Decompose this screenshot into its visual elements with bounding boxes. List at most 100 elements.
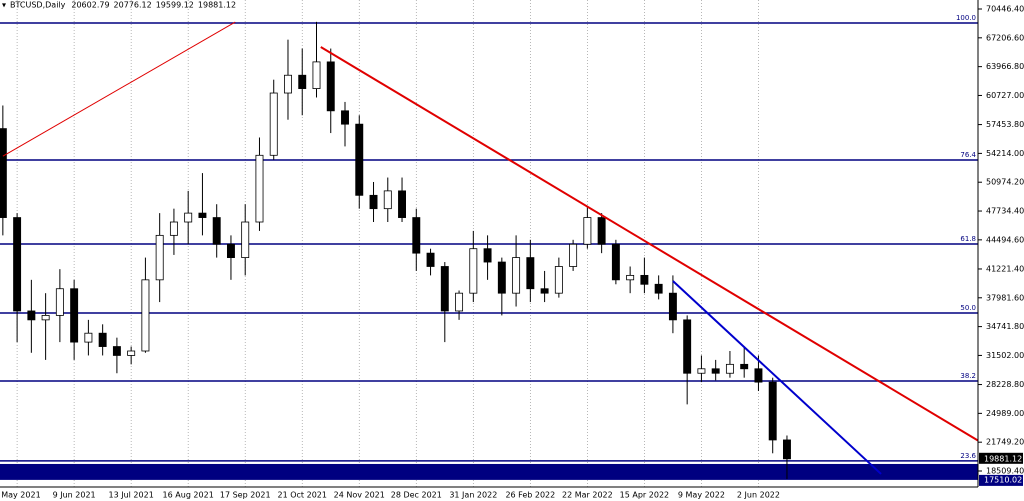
x-tick-label: 26 Feb 2022 (505, 491, 555, 500)
y-tick-label: 50974.20 (986, 178, 1024, 187)
candle-body (98, 332, 107, 347)
candle-body (226, 243, 235, 258)
y-tick-label: 41221.40 (986, 264, 1024, 273)
candle-body (41, 315, 50, 321)
candle-body (284, 74, 292, 94)
y-tick-label: 37981.60 (986, 293, 1024, 302)
fib-label: 61.8 (960, 235, 976, 243)
candle-body (497, 261, 506, 294)
candle-body (440, 266, 449, 312)
candle-body (355, 123, 364, 196)
candle-body (483, 248, 492, 263)
candle-body (526, 257, 535, 290)
candle-body (341, 110, 349, 125)
header-value: 19881.12 (198, 1, 236, 10)
fib-label: 76.4 (960, 151, 976, 159)
y-tick-label: 57453.80 (986, 120, 1024, 129)
candle-body (241, 221, 250, 258)
y-tick-label: 47734.40 (986, 207, 1024, 216)
x-tick-label: 15 Apr 2022 (620, 491, 669, 500)
fib-label: 23.6 (960, 452, 976, 460)
zone (0, 463, 978, 480)
candle-body (668, 292, 677, 321)
x-tick-label: 17 Sep 2021 (220, 491, 271, 500)
candle-body (155, 234, 164, 281)
candle-body (455, 292, 464, 312)
candle-body (184, 212, 193, 223)
candle-body (13, 217, 22, 312)
x-tick-label: 5 May 2021 (0, 491, 41, 500)
candle-body (725, 363, 734, 374)
x-tick-label: 24 Nov 2021 (334, 491, 385, 500)
x-tick-label: 2 Jun 2022 (737, 491, 780, 500)
candle-body (141, 279, 150, 352)
candle-body (426, 252, 435, 267)
y-tick-label: 24989.00 (986, 409, 1024, 418)
candle-body (569, 243, 578, 267)
y-tick-label: 60727.00 (986, 91, 1024, 100)
y-tick-label: 34741.80 (986, 322, 1024, 331)
zone-price-label: 17510.02 (984, 475, 1022, 484)
candle-body (298, 74, 307, 89)
x-tick-label: 21 Oct 2021 (278, 491, 327, 500)
candle-body (640, 274, 649, 285)
candle-body (312, 61, 321, 89)
y-tick-label: 44494.60 (986, 235, 1024, 244)
candle-body (27, 310, 36, 321)
candle-body (127, 350, 136, 356)
last-price-box (979, 452, 1023, 464)
fib-label: 50.0 (960, 304, 976, 312)
zone-price-box (979, 474, 1023, 486)
y-tick-label: 31502.00 (986, 351, 1024, 360)
x-tick-label: 13 Jul 2021 (109, 491, 154, 500)
candle-body (212, 217, 221, 245)
header-value: 20776.12 (114, 1, 152, 10)
candle-body (169, 221, 178, 236)
plot (0, 0, 978, 487)
candle-body (554, 266, 563, 294)
candle-body (611, 243, 620, 281)
candle-body (711, 368, 720, 374)
candle-body (255, 154, 264, 223)
candle-body (383, 190, 392, 210)
trendline (672, 280, 882, 475)
candle-body (697, 368, 706, 374)
header-value: 19599.12 (156, 1, 194, 10)
candle-body (369, 194, 378, 210)
header-value: 20602.79 (71, 1, 109, 10)
header-arrow: ▾ (2, 1, 6, 10)
fib-label: 100.0 (956, 14, 976, 22)
candle-body (398, 190, 406, 218)
candle-body (326, 61, 335, 112)
candle-body (683, 319, 692, 374)
y-tick-label: 21749.20 (986, 438, 1024, 447)
y-tick-label: 63966.80 (986, 62, 1024, 71)
candle-body (84, 332, 93, 343)
fib-label: 38.2 (960, 372, 976, 380)
trendline (320, 46, 978, 442)
y-tick-label: 18509.40 (986, 467, 1024, 476)
candle-body (0, 128, 7, 218)
candle-body (55, 288, 64, 316)
candle-body (768, 381, 777, 441)
candle-body (540, 288, 549, 294)
trendline (2, 21, 236, 157)
y-tick-label: 28228.80 (986, 380, 1024, 389)
candle-body (70, 288, 79, 343)
y-tick-label: 67206.60 (986, 33, 1024, 42)
candle-body (198, 212, 207, 218)
candle-body (583, 217, 592, 245)
candle-body (512, 257, 521, 294)
candle-body (740, 363, 749, 370)
candle-body (469, 248, 478, 294)
symbol: BTCUSD,Daily (10, 1, 66, 10)
x-tick-label: 9 May 2022 (678, 491, 725, 500)
candle-body (269, 92, 278, 156)
candle-body (654, 283, 663, 294)
x-tick-label: 16 Aug 2021 (163, 491, 214, 500)
y-tick-label: 70446.40 (986, 4, 1024, 13)
x-tick-label: 28 Dec 2021 (391, 491, 442, 500)
x-tick-label: 9 Jun 2021 (53, 491, 96, 500)
